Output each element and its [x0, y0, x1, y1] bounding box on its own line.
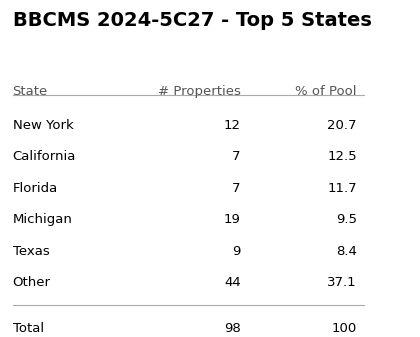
- Text: 44: 44: [224, 276, 241, 289]
- Text: Total: Total: [13, 323, 44, 336]
- Text: 20.7: 20.7: [327, 119, 357, 132]
- Text: Texas: Texas: [13, 245, 50, 258]
- Text: 7: 7: [232, 150, 241, 163]
- Text: New York: New York: [13, 119, 74, 132]
- Text: Florida: Florida: [13, 182, 58, 195]
- Text: Other: Other: [13, 276, 51, 289]
- Text: 12.5: 12.5: [327, 150, 357, 163]
- Text: 19: 19: [224, 213, 241, 226]
- Text: 8.4: 8.4: [336, 245, 357, 258]
- Text: 98: 98: [224, 323, 241, 336]
- Text: 7: 7: [232, 182, 241, 195]
- Text: % of Pool: % of Pool: [295, 85, 357, 98]
- Text: # Properties: # Properties: [158, 85, 241, 98]
- Text: State: State: [13, 85, 48, 98]
- Text: BBCMS 2024-5C27 - Top 5 States: BBCMS 2024-5C27 - Top 5 States: [13, 11, 371, 30]
- Text: California: California: [13, 150, 76, 163]
- Text: 12: 12: [224, 119, 241, 132]
- Text: 11.7: 11.7: [327, 182, 357, 195]
- Text: 100: 100: [331, 323, 357, 336]
- Text: 37.1: 37.1: [327, 276, 357, 289]
- Text: 9.5: 9.5: [336, 213, 357, 226]
- Text: Michigan: Michigan: [13, 213, 73, 226]
- Text: 9: 9: [232, 245, 241, 258]
